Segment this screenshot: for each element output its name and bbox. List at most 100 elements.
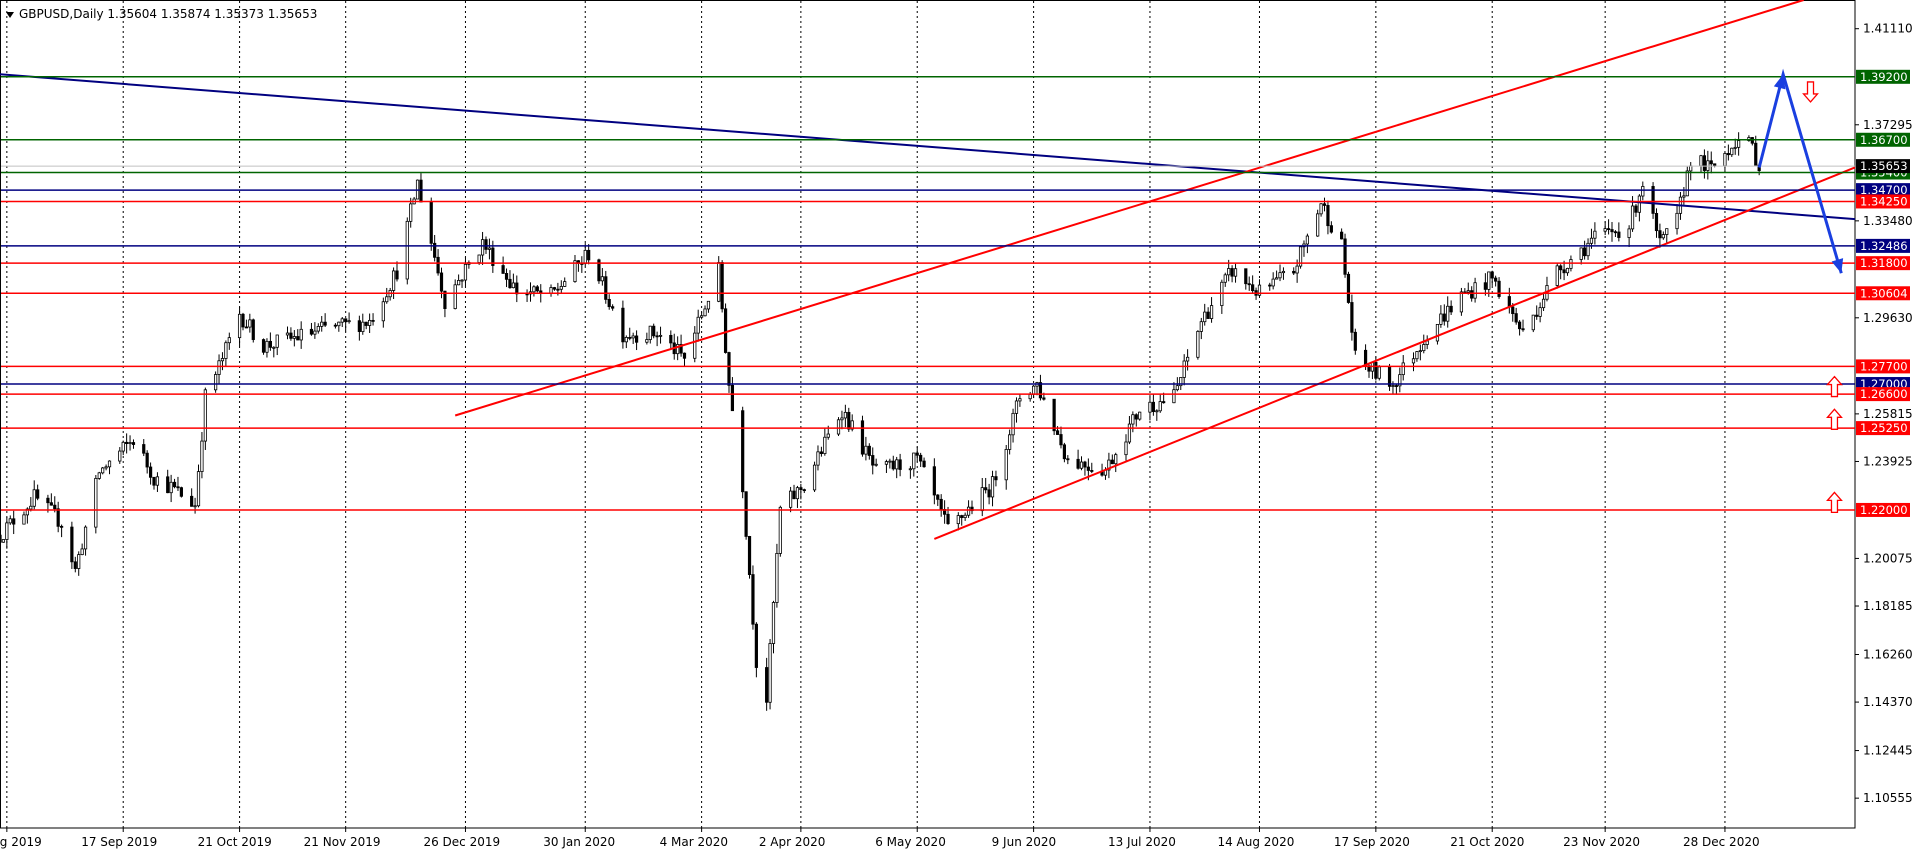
- candle-body: [860, 420, 865, 455]
- level-label-box: [1856, 286, 1910, 301]
- candle-body: [296, 336, 300, 341]
- level-label: 1.39200: [1860, 70, 1908, 84]
- candle-body: [1127, 423, 1132, 443]
- candle-body: [771, 602, 776, 644]
- projection-path[interactable]: [1757, 68, 1843, 274]
- candle-body: [1059, 434, 1063, 446]
- channel-line[interactable]: [933, 166, 1856, 540]
- candle-body: [25, 508, 29, 516]
- candle-body: [1042, 397, 1046, 400]
- candle-body: [1737, 140, 1741, 148]
- candle-body: [1521, 328, 1525, 331]
- x-tick-label: 21 Oct 2020: [1450, 835, 1524, 849]
- chart-menu-triangle-icon[interactable]: [6, 11, 14, 18]
- candle-body: [433, 242, 437, 258]
- candle-body: [1555, 265, 1559, 286]
- candle-body: [1726, 153, 1730, 156]
- candle-body: [922, 460, 926, 468]
- candle-body: [1, 539, 6, 543]
- level-label-box: [1856, 183, 1910, 198]
- candle-body: [32, 489, 36, 507]
- candle-body: [1730, 147, 1734, 156]
- candle-body: [812, 464, 817, 491]
- candle-body: [1446, 305, 1450, 322]
- candle-body: [1658, 230, 1662, 239]
- candle-body: [990, 476, 995, 498]
- candle-body: [12, 518, 16, 525]
- plot-frame: [0, 0, 1856, 829]
- candle-body: [1565, 267, 1570, 274]
- candle-body: [361, 321, 365, 332]
- candle-body: [491, 247, 495, 266]
- level-label: 1.32486: [1860, 239, 1908, 253]
- candle-body: [730, 384, 735, 412]
- candle-body: [768, 643, 772, 703]
- candle-body: [1702, 155, 1707, 171]
- candle-body: [788, 490, 793, 508]
- candle-body: [179, 487, 183, 497]
- candle-body: [1083, 461, 1087, 468]
- candle-body: [323, 321, 327, 326]
- candle-body: [214, 374, 218, 391]
- candle-body: [1151, 401, 1155, 413]
- arrow-up-icon: [1826, 491, 1843, 514]
- candle-body: [843, 411, 847, 419]
- candle-body: [908, 468, 912, 471]
- candle-body: [747, 536, 752, 575]
- candle-body: [836, 419, 841, 435]
- candle-body: [1138, 411, 1142, 420]
- candle-body: [220, 358, 225, 362]
- candle-body: [583, 249, 587, 265]
- candle-body: [1699, 155, 1703, 167]
- candle-body: [795, 487, 800, 500]
- candle-body: [1079, 461, 1084, 469]
- candle-body: [275, 334, 279, 348]
- candle-body: [1031, 385, 1036, 395]
- level-label: 1.34700: [1860, 183, 1908, 197]
- candle-body: [1052, 398, 1056, 432]
- candle-body: [847, 411, 851, 430]
- level-label-box: [1856, 69, 1910, 84]
- candle-body: [888, 460, 892, 463]
- candle-body: [1586, 242, 1590, 257]
- x-tick-label: 6 May 2020: [875, 835, 946, 849]
- candle-body: [487, 247, 492, 250]
- y-tick-label: 1.10555: [1863, 791, 1913, 805]
- candle-body: [1439, 313, 1443, 325]
- candle-body: [1394, 385, 1398, 387]
- candle-body: [1531, 314, 1535, 331]
- candle-body: [176, 486, 180, 489]
- candle-body: [508, 278, 512, 289]
- x-tick-label: 4 Mar 2020: [660, 835, 728, 849]
- candle-body: [125, 441, 129, 444]
- trendline-blue[interactable]: [0, 73, 1856, 221]
- channel-line[interactable]: [454, 0, 1804, 417]
- candle-body: [624, 337, 628, 343]
- candle-body: [169, 481, 173, 494]
- candle-body: [1008, 434, 1012, 450]
- candle-body: [1507, 296, 1511, 308]
- candle-body: [1641, 186, 1645, 197]
- candle-body: [244, 326, 249, 329]
- candle-body: [645, 339, 649, 343]
- candle-body: [1630, 205, 1635, 230]
- x-tick-label: 21 Oct 2019: [198, 835, 272, 849]
- candle-body: [1418, 350, 1422, 353]
- candle-body: [898, 459, 902, 470]
- level-label-box: [1856, 421, 1910, 436]
- x-tick-label: 13 Jul 2020: [1108, 835, 1176, 849]
- candle-body: [919, 454, 923, 462]
- y-tick-label: 1.41110: [1863, 22, 1913, 36]
- candle-body: [1319, 203, 1323, 215]
- candle-body: [987, 489, 991, 498]
- candle-body: [1398, 374, 1402, 387]
- candle-body: [1090, 470, 1094, 472]
- candle-body: [932, 466, 936, 496]
- candle-body: [333, 324, 338, 327]
- chart-header: GBPUSD,Daily 1.35604 1.35874 1.35373 1.3…: [6, 7, 317, 21]
- candle-body: [693, 332, 697, 359]
- candle-body: [1490, 271, 1494, 279]
- candle-body: [1055, 430, 1060, 435]
- candle-body: [1514, 313, 1518, 323]
